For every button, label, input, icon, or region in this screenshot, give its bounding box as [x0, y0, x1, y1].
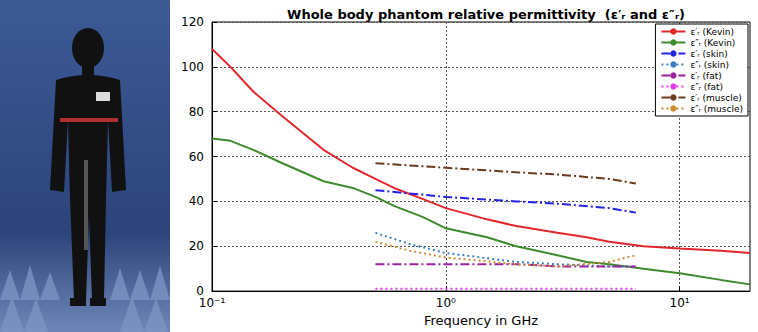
- svg-text:10¹: 10¹: [670, 296, 690, 310]
- svg-text:60: 60: [189, 150, 204, 164]
- svg-text:ε″ᵣ (Kevin): ε″ᵣ (Kevin): [690, 38, 735, 48]
- svg-text:100: 100: [181, 60, 204, 74]
- svg-text:ε′ᵣ (muscle): ε′ᵣ (muscle): [690, 93, 741, 103]
- svg-text:Whole body phantom relative pe: Whole body phantom relative permittivity…: [287, 7, 685, 22]
- svg-text:10⁰: 10⁰: [436, 296, 456, 310]
- svg-text:ε″ᵣ (fat): ε″ᵣ (fat): [690, 82, 723, 92]
- svg-text:ε″ᵣ (skin): ε″ᵣ (skin): [690, 60, 729, 70]
- svg-text:20: 20: [189, 239, 204, 253]
- svg-text:0: 0: [196, 284, 204, 299]
- svg-text:40: 40: [189, 194, 204, 208]
- svg-text:Frequency in GHz: Frequency in GHz: [424, 313, 538, 328]
- svg-text:ε′ᵣ (fat): ε′ᵣ (fat): [690, 71, 721, 81]
- svg-text:ε′ᵣ (Kevin): ε′ᵣ (Kevin): [690, 27, 734, 37]
- svg-text:120: 120: [181, 15, 204, 29]
- svg-text:ε′ᵣ (skin): ε′ᵣ (skin): [690, 49, 727, 59]
- svg-text:10⁻¹: 10⁻¹: [199, 296, 226, 310]
- svg-text:ε″ᵣ (muscle): ε″ᵣ (muscle): [690, 104, 743, 114]
- svg-text:80: 80: [189, 105, 204, 119]
